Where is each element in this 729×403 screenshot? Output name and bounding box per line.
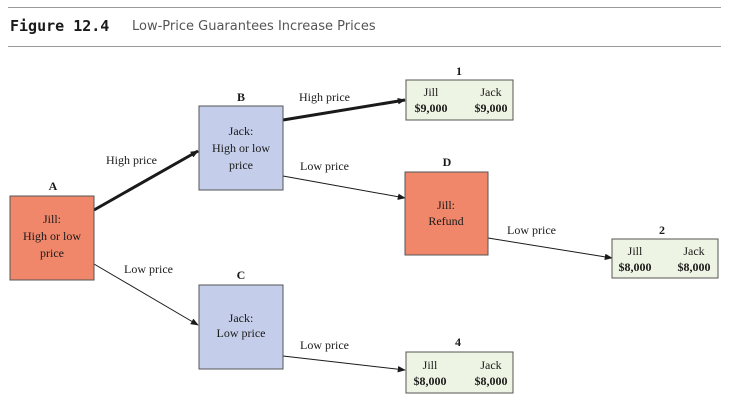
node-a-line-1: Jill: <box>43 212 61 226</box>
edge-label-b-d: Low price <box>300 159 349 173</box>
edge-a-b <box>93 149 199 212</box>
payoff-4-jill-value: $8,000 <box>414 374 447 388</box>
payoff-1-jack-value: $9,000 <box>475 101 508 115</box>
node-b-line-3: price <box>229 158 253 172</box>
payoff-4-jill-label: Jill <box>423 358 438 372</box>
node-b <box>198 105 284 191</box>
node-b-letter: B <box>237 90 245 104</box>
payoff-2-jill-value: $8,000 <box>619 260 652 274</box>
payoff-2-number: 2 <box>659 223 665 237</box>
payoff-2-jill-label: Jill <box>628 244 643 258</box>
node-a <box>9 195 95 281</box>
payoff-4-box <box>405 351 514 394</box>
payoff-1-jill-label: Jill <box>424 85 439 99</box>
figure-label: Figure 12.4 <box>10 17 110 35</box>
node-a-line-3: price <box>40 246 64 260</box>
edge-label-d-2: Low price <box>507 223 556 237</box>
edge-label-a-c: Low price <box>124 262 173 276</box>
node-a-letter: A <box>49 179 58 193</box>
edge-label-a-b: High price <box>106 153 157 167</box>
edge-b-d <box>282 175 406 200</box>
node-c-line-2: Low price <box>217 326 266 340</box>
node-c <box>198 284 284 370</box>
edge-a-c <box>93 263 199 326</box>
payoff-1-jack-label: Jack <box>480 85 501 99</box>
payoff-4-jack-label: Jack <box>480 358 501 372</box>
header-bottom-rule <box>8 46 721 47</box>
edge-c-4 <box>282 355 406 373</box>
edge-label-b-1: High price <box>299 90 350 104</box>
payoff-2-box <box>611 238 719 279</box>
node-d-letter: D <box>443 155 452 169</box>
payoff-1-box <box>405 79 514 121</box>
figure-title: Low-Price Guarantees Increase Prices <box>132 19 376 34</box>
top-rule <box>8 7 721 8</box>
payoff-1-jill-value: $9,000 <box>415 101 448 115</box>
payoff-2-jack-value: $8,000 <box>678 260 711 274</box>
node-d <box>404 171 489 256</box>
payoff-1-number: 1 <box>456 64 462 78</box>
node-d-line-2: Refund <box>428 214 463 228</box>
payoff-4-number: 4 <box>455 335 461 349</box>
node-b-line-2: High or low <box>212 141 270 155</box>
node-c-letter: C <box>237 268 246 282</box>
node-c-line-1: Jack: <box>229 311 254 325</box>
payoff-2-jack-label: Jack <box>683 244 704 258</box>
edge-d-2 <box>487 237 613 261</box>
node-b-line-1: Jack: <box>229 124 254 138</box>
edge-b-1 <box>282 98 406 122</box>
edge-label-c-4: Low price <box>300 338 349 352</box>
payoff-4-jack-value: $8,000 <box>475 374 508 388</box>
node-a-line-2: High or low <box>23 229 81 243</box>
node-d-line-1: Jill: <box>437 198 455 212</box>
